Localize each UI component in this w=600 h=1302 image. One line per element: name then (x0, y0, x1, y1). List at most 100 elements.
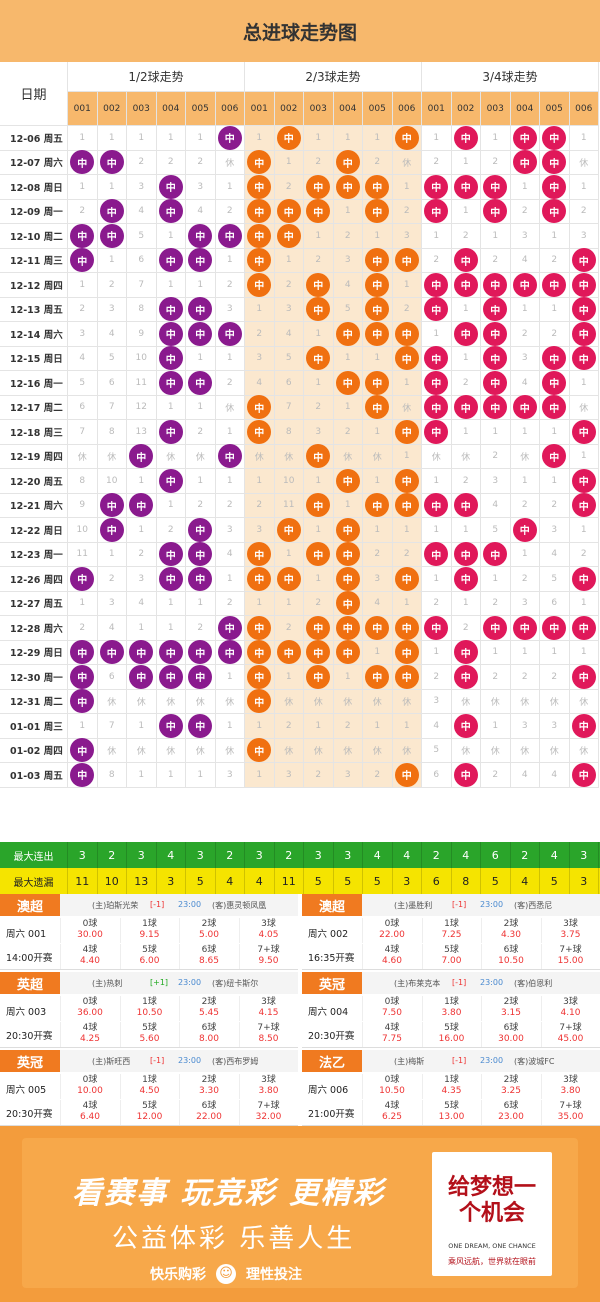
miss-count: 2 (551, 500, 558, 511)
trend-cell: 中 (451, 713, 481, 739)
miss-count: 4 (551, 769, 558, 780)
trend-cell: 中 (156, 370, 186, 396)
odds-option[interactable]: 1球 9.15 (119, 918, 179, 943)
odds-option[interactable]: 4球 4.25 (60, 1022, 119, 1047)
odds-option[interactable]: 4球 6.25 (362, 1100, 421, 1125)
odds-option[interactable]: 2球 5.45 (179, 996, 238, 1021)
miss-count: 11 (135, 377, 147, 388)
trend-cell: 中 (304, 615, 334, 641)
odds-option[interactable]: 0球 36.00 (60, 996, 119, 1021)
trend-cell: 1 (245, 591, 275, 616)
miss-count: 1 (433, 230, 440, 241)
odds-option[interactable]: 5球 13.00 (421, 1100, 481, 1125)
trend-cell: 中 (392, 762, 422, 788)
trend-cell: 1 (422, 322, 452, 347)
odds-option[interactable]: 2球 3.15 (481, 996, 540, 1021)
miss-count: 2 (433, 598, 440, 609)
odds-option[interactable]: 5球 16.00 (421, 1022, 481, 1047)
match-block[interactable]: 英冠 (主)布莱克本 [-1] 23:00 (客)伯恩利 周六 004 20:30开赛 0球 7… (302, 972, 600, 1048)
odds-option[interactable]: 2球 5.00 (179, 918, 238, 943)
odds-option[interactable]: 0球 30.00 (60, 918, 119, 943)
trend-cell: 1 (245, 763, 275, 788)
match-block[interactable]: 英超 (主)热刺 [+1] 23:00 (客)纽卡斯尔 周六 003 20:30开赛 0球 36… (0, 972, 298, 1048)
odds-option[interactable]: 4球 6.40 (60, 1100, 119, 1125)
odds-option[interactable]: 6球 8.65 (179, 944, 238, 969)
odds-option[interactable]: 5球 7.00 (421, 944, 481, 969)
trend-cell: 中 (186, 713, 216, 739)
goal-count: 5球 (444, 945, 459, 955)
match-block[interactable]: 英冠 (主)斯旺西 [-1] 23:00 (客)西布罗姆 周六 005 20:30开赛 0球 1… (0, 1050, 298, 1126)
odds-option[interactable]: 6球 8.00 (179, 1022, 238, 1047)
odds-option[interactable]: 3球 4.05 (238, 918, 298, 943)
hit-ball: 中 (394, 615, 419, 640)
summary-value: 11 (68, 868, 98, 894)
hit-ball: 中 (99, 150, 124, 175)
odds-option[interactable]: 6球 10.50 (481, 944, 540, 969)
trend-cell: 1 (422, 224, 452, 249)
odds-option[interactable]: 1球 3.80 (421, 996, 481, 1021)
summary-value: 4 (216, 868, 245, 894)
match-list: 澳超 (主)珀斯光荣 [-1] 23:00 (客)惠灵顿凤凰 周六 001 14:00开赛 0… (0, 894, 600, 1126)
odds-option[interactable]: 1球 7.25 (421, 918, 481, 943)
hit-ball: 中 (394, 419, 419, 444)
odds-option[interactable]: 6球 22.00 (179, 1100, 238, 1125)
odds-option[interactable]: 7+球 9.50 (238, 944, 298, 969)
row-date: 12-28 周六 (0, 616, 68, 641)
row-date: 12-20 周五 (0, 469, 68, 494)
odds-option[interactable]: 3球 3.80 (540, 1074, 600, 1099)
odds-option[interactable]: 3球 4.10 (540, 996, 600, 1021)
league-badge: 英超 (0, 972, 60, 994)
match-block[interactable]: 澳超 (主)墨胜利 [-1] 23:00 (客)西悉尼 周六 002 16:35开赛 0球 22… (302, 894, 600, 970)
trend-cell: 2 (540, 665, 570, 690)
trend-cell: 中 (363, 174, 393, 200)
odds-option[interactable]: 0球 22.00 (362, 918, 421, 943)
trend-cell: 中 (156, 419, 186, 445)
odds-option[interactable]: 3球 4.15 (238, 996, 298, 1021)
trend-cell: 中 (540, 395, 570, 420)
trend-cell: 3 (245, 518, 275, 543)
odds-option[interactable]: 3球 3.75 (540, 918, 600, 943)
odds-option[interactable]: 0球 10.50 (362, 1074, 421, 1099)
odds-option[interactable]: 5球 12.00 (119, 1100, 179, 1125)
trend-cell: 1 (68, 175, 98, 200)
hit-ball: 中 (158, 370, 183, 395)
odds-option[interactable]: 2球 3.30 (179, 1074, 238, 1099)
odds-option[interactable]: 6球 23.00 (481, 1100, 540, 1125)
trend-cell: 1 (68, 714, 98, 739)
odds-option[interactable]: 1球 4.50 (119, 1074, 179, 1099)
hit-ball: 中 (571, 272, 596, 297)
odds-value: 7.25 (441, 930, 462, 940)
odds-option[interactable]: 4球 4.60 (362, 944, 421, 969)
odds-option[interactable]: 3球 3.80 (238, 1074, 298, 1099)
odds-option[interactable]: 1球 10.50 (119, 996, 179, 1021)
goal-count: 5球 (444, 1023, 459, 1033)
odds-option[interactable]: 7+球 15.00 (540, 944, 600, 969)
trend-cell: 7 (97, 714, 127, 739)
match-block[interactable]: 法乙 (主)梅斯 [-1] 23:00 (客)波城FC 周六 006 21:00开赛 0球 10… (302, 1050, 600, 1126)
odds-option[interactable]: 7+球 8.50 (238, 1022, 298, 1047)
odds-option[interactable]: 4球 7.75 (362, 1022, 421, 1047)
miss-count: 5 (108, 353, 115, 364)
odds-option[interactable]: 2球 4.30 (481, 918, 540, 943)
match-block[interactable]: 澳超 (主)珀斯光荣 [-1] 23:00 (客)惠灵顿凤凰 周六 001 14:00开赛 0… (0, 894, 298, 970)
odds-option[interactable]: 5球 6.00 (119, 944, 179, 969)
goal-count: 4球 (82, 1023, 98, 1033)
miss-count: 8 (79, 475, 86, 486)
odds-option[interactable]: 2球 3.25 (481, 1074, 540, 1099)
hit-ball: 中 (335, 615, 360, 640)
trend-cell: 2 (186, 616, 216, 641)
odds-option[interactable]: 7+球 32.00 (238, 1100, 298, 1125)
odds-option[interactable]: 6球 30.00 (481, 1022, 540, 1047)
miss-count: 休 (461, 697, 471, 708)
odds-option[interactable]: 0球 7.50 (362, 996, 421, 1021)
trend-cell: 2 (510, 567, 540, 592)
odds-option[interactable]: 4球 4.40 (60, 944, 119, 969)
miss-count: 6 (551, 598, 558, 609)
odds-option[interactable]: 1球 4.35 (421, 1074, 481, 1099)
goal-count: 2球 (201, 919, 217, 929)
odds-option[interactable]: 7+球 35.00 (540, 1100, 600, 1125)
odds-option[interactable]: 0球 10.00 (60, 1074, 119, 1099)
odds-option[interactable]: 5球 5.60 (119, 1022, 179, 1047)
odds-option[interactable]: 7+球 45.00 (540, 1022, 600, 1047)
trend-cell: 中 (451, 125, 481, 151)
